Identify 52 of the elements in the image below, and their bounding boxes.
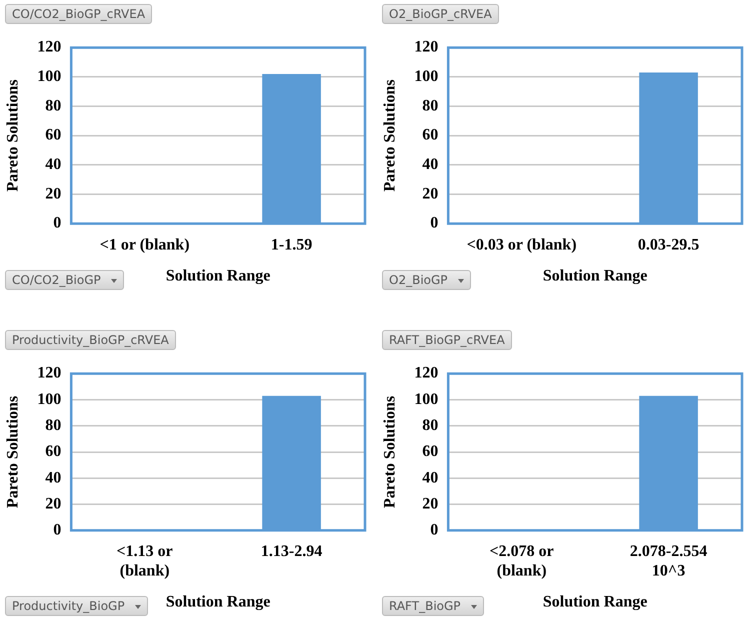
y-tick-label: 40	[45, 469, 62, 486]
x-tick-label: 2.078-2.554 10^3	[630, 543, 708, 580]
y-tick-label: 120	[414, 364, 438, 382]
y-tick-label: 20	[422, 495, 438, 512]
y-tick-label: 60	[422, 126, 438, 144]
y-tick-label: 120	[37, 364, 62, 382]
y-tick-label: 0	[53, 214, 62, 232]
x-axis-title: Solution Range	[542, 268, 648, 285]
x-tick-label: <1 or (blank)	[100, 236, 190, 254]
y-tick-label: 0	[53, 522, 62, 539]
x-tick-label: 1.13-2.94	[260, 543, 322, 560]
y-tick-label: 40	[422, 156, 438, 174]
y-axis-title: Pareto Solutions	[4, 80, 22, 192]
y-tick-label: 80	[422, 417, 438, 434]
y-axis-title: Pareto Solutions	[382, 80, 399, 192]
y-tick-label: 0	[430, 214, 438, 232]
x-tick-label: <2.078 or (blank)	[490, 543, 554, 580]
y-tick-label: 100	[37, 68, 62, 86]
y-tick-label: 80	[45, 417, 62, 434]
x-axis-title: Solution Range	[166, 594, 270, 611]
y-axis-title: Pareto Solutions	[4, 396, 22, 508]
x-tick-label: 1-1.59	[270, 236, 312, 254]
y-tick-label: 40	[45, 156, 62, 174]
text: O2_BioGP	[382, 270, 471, 290]
y-tick-label: 60	[45, 443, 62, 460]
x-axis-title: Solution Range	[542, 594, 648, 611]
chart-title: Productivity_BioGP_cRVEA	[5, 330, 176, 350]
y-tick-label: 20	[45, 185, 62, 202]
y-tick-label: 40	[422, 469, 438, 486]
y-axis-title: Pareto Solutions	[382, 396, 399, 508]
chart-title: O2_BioGP_cRVEA	[382, 4, 499, 24]
y-tick-label: 100	[37, 390, 62, 408]
y-tick-label: 80	[45, 97, 62, 114]
x-axis-title: Solution Range	[166, 268, 270, 285]
y-tick-label: 120	[414, 38, 438, 56]
y-tick-label: 80	[422, 97, 438, 114]
y-tick-label: 20	[422, 185, 438, 202]
x-tick-label: <1.13 or (blank)	[116, 543, 173, 580]
y-tick-label: 100	[414, 390, 438, 408]
x-tick-label: 0.03-29.5	[638, 236, 700, 254]
chart-title: RAFT_BioGP_cRVEA	[382, 330, 512, 350]
text: RAFT_BioGP	[382, 596, 484, 616]
text: CO/CO2_BioGP	[5, 270, 124, 290]
y-tick-label: 100	[414, 68, 438, 86]
y-tick-label: 0	[430, 522, 438, 539]
y-tick-label: 60	[422, 443, 438, 460]
x-tick-label: <0.03 or (blank)	[466, 236, 577, 254]
y-tick-label: 60	[45, 126, 62, 144]
text: Productivity_BioGP	[5, 596, 148, 616]
y-tick-label: 20	[45, 495, 62, 512]
chart-title: CO/CO2_BioGP_cRVEA	[5, 4, 152, 24]
y-tick-label: 120	[37, 38, 62, 56]
